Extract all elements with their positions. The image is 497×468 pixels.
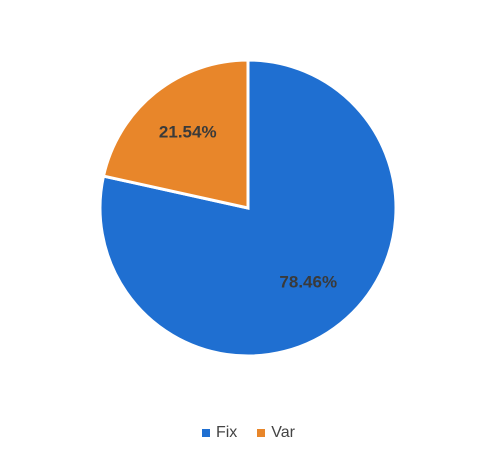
legend-label-fix: Fix <box>215 424 238 441</box>
data-label-var: 21.54% <box>159 122 217 141</box>
legend-label-var: Var <box>271 424 296 441</box>
legend-item-var: Var <box>257 424 295 442</box>
legend-swatch-fix <box>201 429 210 437</box>
data-label-fix: 78.46% <box>279 272 337 291</box>
pie-slice-var <box>101 58 250 210</box>
legend-swatch-var <box>257 429 266 437</box>
legend-item-fix: Fix <box>201 424 238 442</box>
legend: Fix Var <box>0 424 497 442</box>
